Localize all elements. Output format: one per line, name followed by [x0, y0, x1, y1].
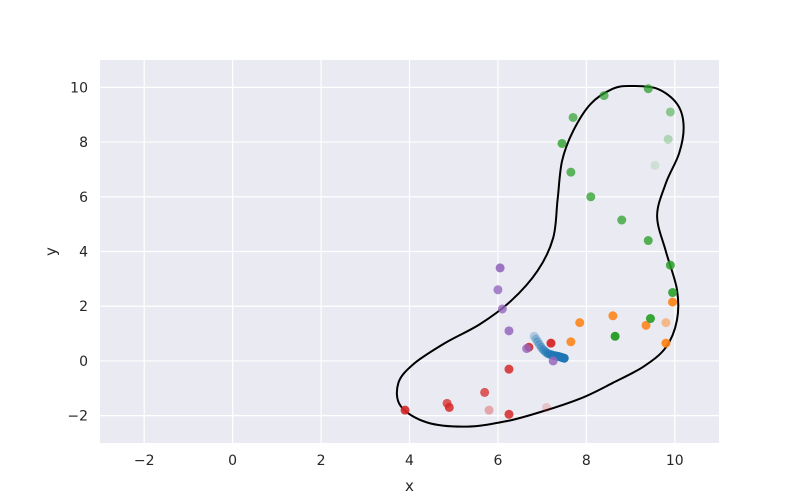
y-axis-label: y: [42, 247, 60, 256]
scatter-point: [480, 387, 490, 397]
grid-lines: [100, 60, 719, 443]
x-tick-labels: −2 0 2 4 6 8 10: [134, 453, 684, 469]
boundary-curve-layer: [395, 84, 685, 428]
scatter-point: [661, 338, 671, 348]
scatter-point: [529, 331, 539, 341]
scatter-point: [546, 338, 556, 348]
y-tick-label: 8: [79, 135, 88, 151]
scatter-point: [665, 107, 675, 117]
scatter-point: [663, 134, 673, 144]
scatter-point: [643, 84, 653, 94]
scatter-point: [504, 409, 514, 419]
scatter-point: [531, 334, 541, 344]
x-tick-label: 4: [405, 453, 414, 469]
scatter-point: [610, 331, 620, 341]
y-tick-label: −2: [67, 409, 88, 425]
x-tick-label: 0: [228, 453, 237, 469]
scatter-point: [540, 346, 550, 356]
y-tick-label: 2: [79, 299, 88, 315]
scatter-point: [522, 344, 532, 354]
scatter-point: [668, 297, 678, 307]
scatter-point: [534, 340, 544, 350]
scatter-point: [504, 326, 514, 336]
scatter-point: [536, 342, 546, 352]
scatter-points: [400, 84, 678, 419]
x-tick-label: 6: [493, 453, 502, 469]
x-tick-label: 2: [317, 453, 326, 469]
scatter-point: [617, 215, 627, 225]
scatter-point: [542, 402, 552, 412]
x-tick-label: 8: [582, 453, 591, 469]
scatter-point: [548, 356, 558, 366]
scatter-point: [566, 337, 576, 347]
scatter-point: [495, 263, 505, 273]
scatter-point: [566, 167, 576, 177]
scatter-point: [665, 260, 675, 270]
scatter-point: [650, 160, 660, 170]
scatter-point: [400, 405, 410, 415]
x-tick-label: −2: [134, 453, 155, 469]
y-tick-label: 10: [70, 80, 88, 96]
scatter-point: [504, 364, 514, 374]
scatter-point: [641, 320, 651, 330]
scatter-point: [557, 138, 567, 148]
scatter-point: [661, 318, 671, 328]
scatter-point: [538, 344, 548, 354]
scatter-point: [586, 192, 596, 202]
scatter-point: [497, 304, 507, 314]
scatter-point: [575, 318, 585, 328]
y-tick-labels: −2 0 2 4 6 8 10: [67, 80, 88, 424]
scatter-point: [484, 405, 494, 415]
x-tick-label: 10: [666, 453, 684, 469]
y-tick-label: 0: [79, 354, 88, 370]
x-axis-label: x: [405, 477, 414, 495]
y-tick-label: 6: [79, 190, 88, 206]
y-tick-label: 4: [79, 245, 88, 261]
scatter-point: [608, 311, 618, 321]
scatter-point: [493, 285, 503, 295]
scatter-point: [444, 402, 454, 412]
scatter-point: [533, 337, 543, 347]
scatter-point: [568, 112, 578, 122]
boundary-curve: [395, 84, 685, 428]
scatter-point: [645, 314, 655, 324]
scatter-point: [643, 236, 653, 246]
scatter-point: [599, 91, 609, 101]
scatter-point: [668, 288, 678, 298]
